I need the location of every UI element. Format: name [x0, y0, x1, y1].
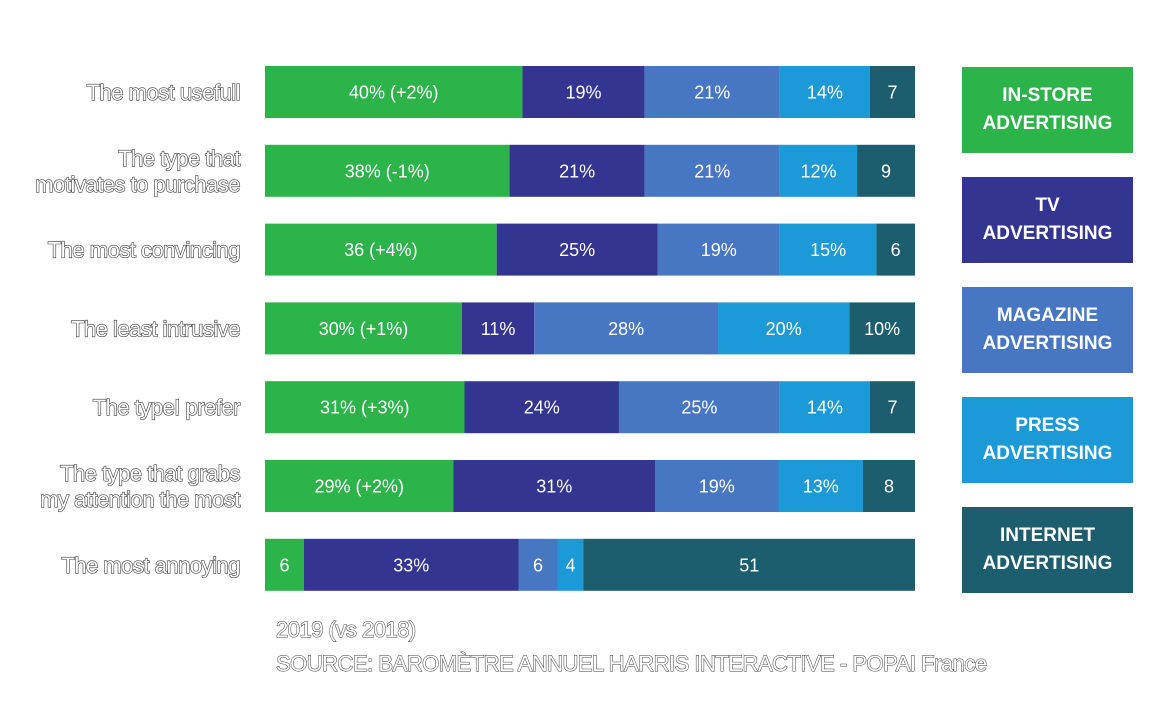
bar-segment — [657, 223, 780, 276]
data-label: 24% — [524, 398, 560, 418]
data-label: 4 — [565, 555, 575, 575]
category-label: The most usefull — [87, 80, 240, 105]
category-label: The most annoying — [61, 553, 240, 578]
data-label: 14% — [807, 83, 843, 103]
data-label: 40% (+2%) — [349, 83, 439, 103]
bar-segment — [265, 302, 462, 355]
data-label: 36 (+4%) — [344, 240, 418, 260]
bar-segment — [265, 538, 304, 591]
bar-segment — [779, 144, 858, 197]
data-label: 14% — [807, 398, 843, 418]
bar-segment — [857, 144, 915, 197]
bar-segment — [869, 66, 915, 118]
data-label: 51 — [739, 555, 759, 575]
data-label: 7 — [887, 83, 897, 103]
bar-segment — [304, 538, 519, 591]
data-label: 19% — [566, 83, 602, 103]
data-label: 21% — [694, 83, 730, 103]
bar-segment — [778, 460, 863, 512]
bar-segment — [265, 144, 510, 197]
data-label: 28% — [608, 319, 644, 339]
bar-segment — [869, 381, 915, 434]
legend-item-press: PRESS ADVERTISING — [962, 397, 1133, 483]
data-label: 15% — [810, 240, 846, 260]
data-label: 20% — [766, 319, 802, 339]
data-label: 6 — [891, 240, 901, 260]
category-label: The least intrusive — [71, 316, 240, 341]
bar-segment — [779, 66, 870, 118]
footnote-year: 2019 (vs 2018) — [276, 617, 417, 643]
bar-segment — [496, 223, 658, 276]
data-label: 33% — [393, 555, 429, 575]
category-label: The typeI prefer — [93, 395, 240, 420]
bar-segment — [583, 538, 915, 591]
bar-segment — [644, 144, 780, 197]
bar-segment — [265, 223, 497, 276]
bar-segment — [518, 538, 558, 591]
bar-segment — [618, 381, 780, 434]
data-label: 13% — [803, 477, 839, 497]
bar-segment — [522, 66, 645, 118]
bar-segment — [509, 144, 645, 197]
data-label: 10% — [864, 319, 900, 339]
footnote-source: SOURCE: BAROMÈTRE ANNUEL HARRIS INTERACT… — [276, 651, 988, 677]
data-label: 29% (+2%) — [314, 477, 404, 497]
bar-segment — [779, 381, 870, 434]
data-label: 21% — [559, 161, 595, 181]
bar-segment — [876, 223, 915, 276]
data-label: 8 — [884, 477, 894, 497]
data-label: 38% (-1%) — [345, 161, 430, 181]
bar-segment — [265, 381, 465, 434]
bar-segment — [265, 460, 454, 512]
bar-segment — [265, 66, 523, 118]
legend-item-internet: INTERNET ADVERTISING — [962, 507, 1133, 593]
bar-segment — [534, 302, 719, 355]
data-label: 31% — [536, 477, 572, 497]
bar-segment — [461, 302, 535, 355]
bar-segment — [453, 460, 655, 512]
category-label: The type that — [118, 146, 240, 171]
legend-item-in-store: IN-STORE ADVERTISING — [962, 67, 1133, 153]
data-label: 6 — [533, 555, 543, 575]
category-label: The most convincing — [48, 238, 240, 263]
category-label: my attention the most — [40, 487, 240, 512]
data-label: 30% (+1%) — [319, 319, 409, 339]
data-label: 21% — [694, 161, 730, 181]
bar-segment — [718, 302, 850, 355]
data-label: 31% (+3%) — [320, 398, 410, 418]
bars-group: 40% (+2%) 19% 21% 14% 7 38% (-1%) 21% 21% 12% 9 36… — [265, 66, 915, 591]
data-label: 19% — [701, 240, 737, 260]
legend-item-tv: TV ADVERTISING — [962, 177, 1133, 263]
data-label: 25% — [559, 240, 595, 260]
category-label: motivates to purchase — [35, 172, 240, 197]
data-label: 6 — [279, 555, 289, 575]
bar-segment — [644, 66, 780, 118]
bar-segment — [464, 381, 619, 434]
bar-segment — [655, 460, 779, 512]
bar-segment — [863, 460, 915, 512]
legend-item-magazine: MAGAZINE ADVERTISING — [962, 287, 1133, 373]
data-label: 19% — [699, 477, 735, 497]
category-label: The type that grabs — [60, 461, 241, 486]
data-label: 11% — [481, 319, 516, 339]
data-label: 9 — [881, 161, 891, 181]
data-label: 25% — [681, 398, 717, 418]
bar-segment — [849, 302, 915, 355]
data-label: 12% — [800, 161, 836, 181]
bar-segment — [779, 223, 877, 276]
data-label: 7 — [887, 398, 897, 418]
bar-segment — [557, 538, 584, 591]
